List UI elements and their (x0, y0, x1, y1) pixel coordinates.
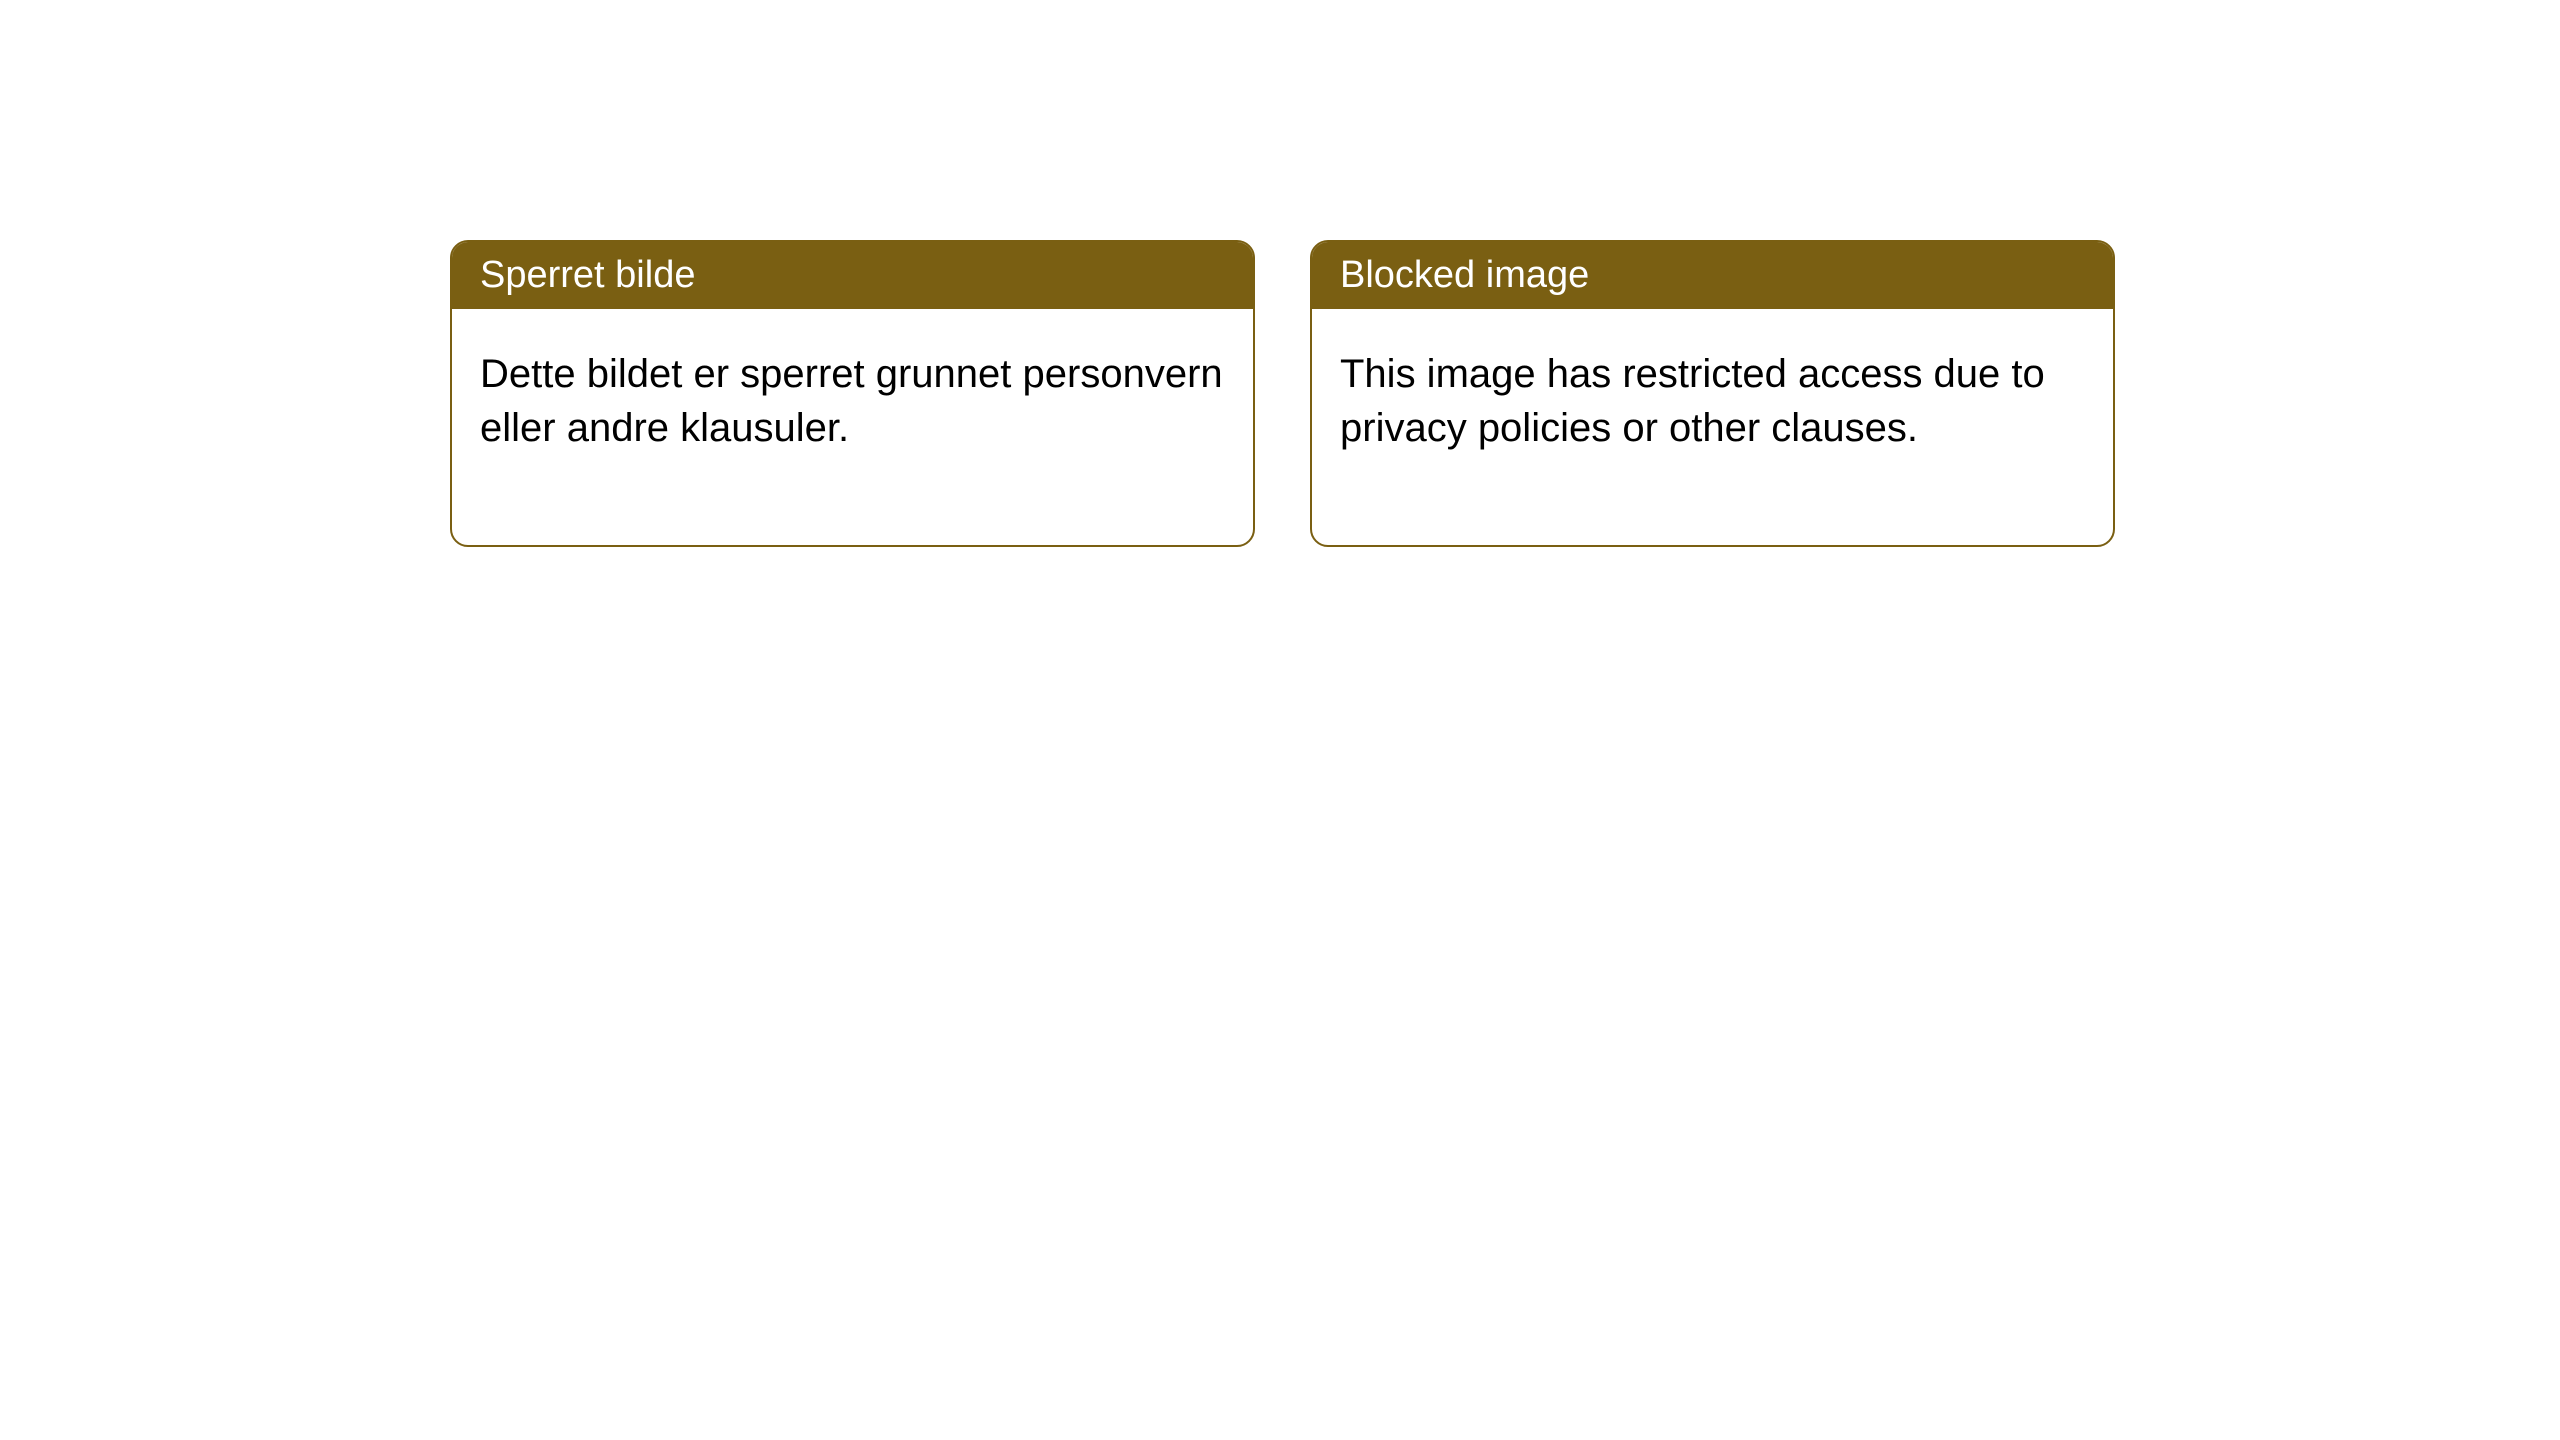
notice-body-english: This image has restricted access due to … (1312, 309, 2113, 545)
notice-text-norwegian: Dette bildet er sperret grunnet personve… (480, 352, 1223, 450)
notice-container: Sperret bilde Dette bildet er sperret gr… (0, 0, 2560, 547)
notice-title-english: Blocked image (1340, 254, 1589, 296)
notice-body-norwegian: Dette bildet er sperret grunnet personve… (452, 309, 1253, 545)
notice-box-english: Blocked image This image has restricted … (1310, 240, 2115, 547)
notice-header-norwegian: Sperret bilde (452, 242, 1253, 309)
notice-header-english: Blocked image (1312, 242, 2113, 309)
notice-text-english: This image has restricted access due to … (1340, 352, 2045, 450)
notice-title-norwegian: Sperret bilde (480, 254, 695, 296)
notice-box-norwegian: Sperret bilde Dette bildet er sperret gr… (450, 240, 1255, 547)
